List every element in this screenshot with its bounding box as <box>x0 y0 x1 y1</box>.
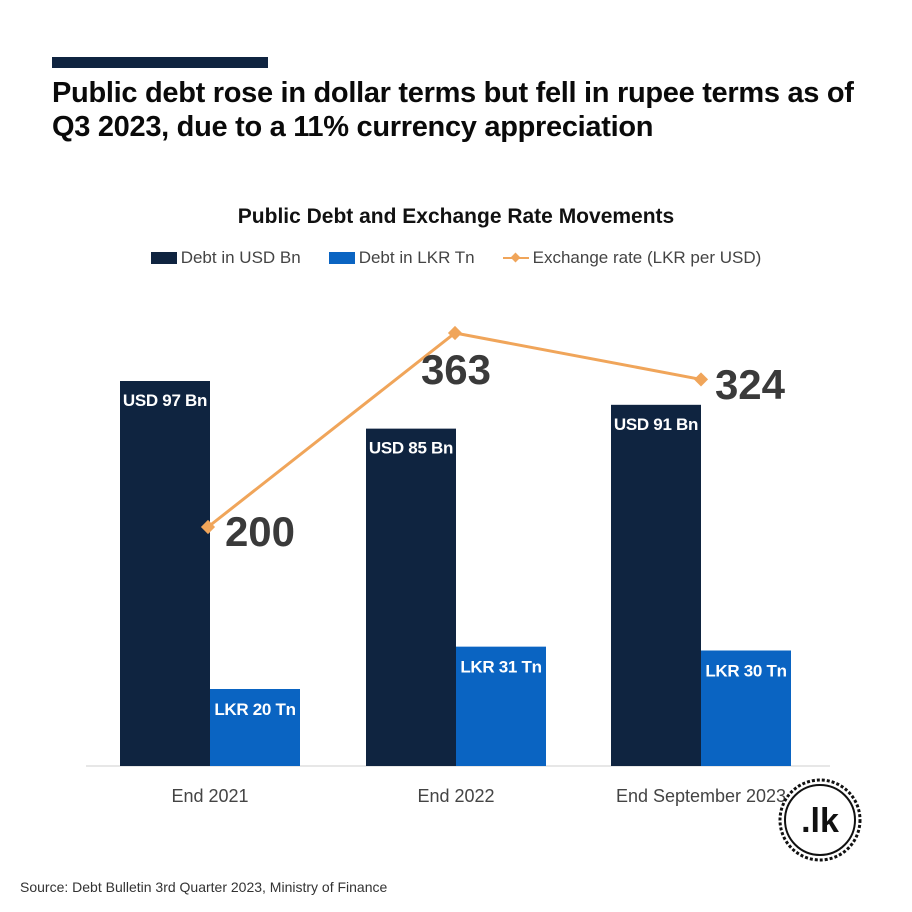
bar-lkr <box>456 646 546 766</box>
x-tick-label: End 2021 <box>171 786 248 806</box>
legend-item-lkr: Debt in LKR Tn <box>328 248 475 268</box>
legend: Debt in USD Bn Debt in LKR Tn Exchange r… <box>0 248 912 268</box>
data-label-lkr: LKR 31 Tn <box>460 658 541 677</box>
data-label-exchange-rate: 200 <box>225 508 295 555</box>
bar-lkr <box>701 650 791 766</box>
point-exchange-rate <box>693 372 709 387</box>
legend-swatch-usd <box>150 252 177 264</box>
headline: Public debt rose in dollar terms but fel… <box>52 77 854 143</box>
data-label-exchange-rate: 363 <box>421 346 491 393</box>
bar-usd <box>120 381 210 766</box>
legend-swatch-rate <box>502 252 529 264</box>
data-label-usd: USD 85 Bn <box>369 439 453 458</box>
data-label-lkr: LKR 20 Tn <box>214 700 295 719</box>
point-exchange-rate <box>447 325 463 341</box>
title-accent-bar <box>52 57 268 68</box>
bar-lkr <box>210 689 300 766</box>
x-tick-label: End 2022 <box>417 786 494 806</box>
data-label-usd: USD 91 Bn <box>614 415 698 434</box>
svg-text:.lk: .lk <box>801 802 839 840</box>
chart-title: Public Debt and Exchange Rate Movements <box>237 205 675 228</box>
x-tick-label: End September 2023 <box>616 786 786 806</box>
data-label-usd: USD 97 Bn <box>123 391 207 410</box>
legend-label-usd: Debt in USD Bn <box>180 248 301 267</box>
point-exchange-rate <box>200 519 216 535</box>
source-note: Source: Debt Bulletin 3rd Quarter 2023, … <box>20 879 388 895</box>
legend-label-lkr: Debt in LKR Tn <box>358 248 475 267</box>
bar-usd <box>366 428 456 766</box>
data-label-lkr: LKR 30 Tn <box>705 662 786 681</box>
legend-label-rate: Exchange rate (LKR per USD) <box>532 248 762 267</box>
legend-item-rate: Exchange rate (LKR per USD) <box>502 248 762 268</box>
site-logo: .lk <box>778 778 862 862</box>
legend-item-usd: Debt in USD Bn <box>150 248 301 268</box>
data-label-exchange-rate: 324 <box>715 361 786 408</box>
legend-swatch-lkr <box>328 252 355 264</box>
bar-usd <box>611 404 701 766</box>
